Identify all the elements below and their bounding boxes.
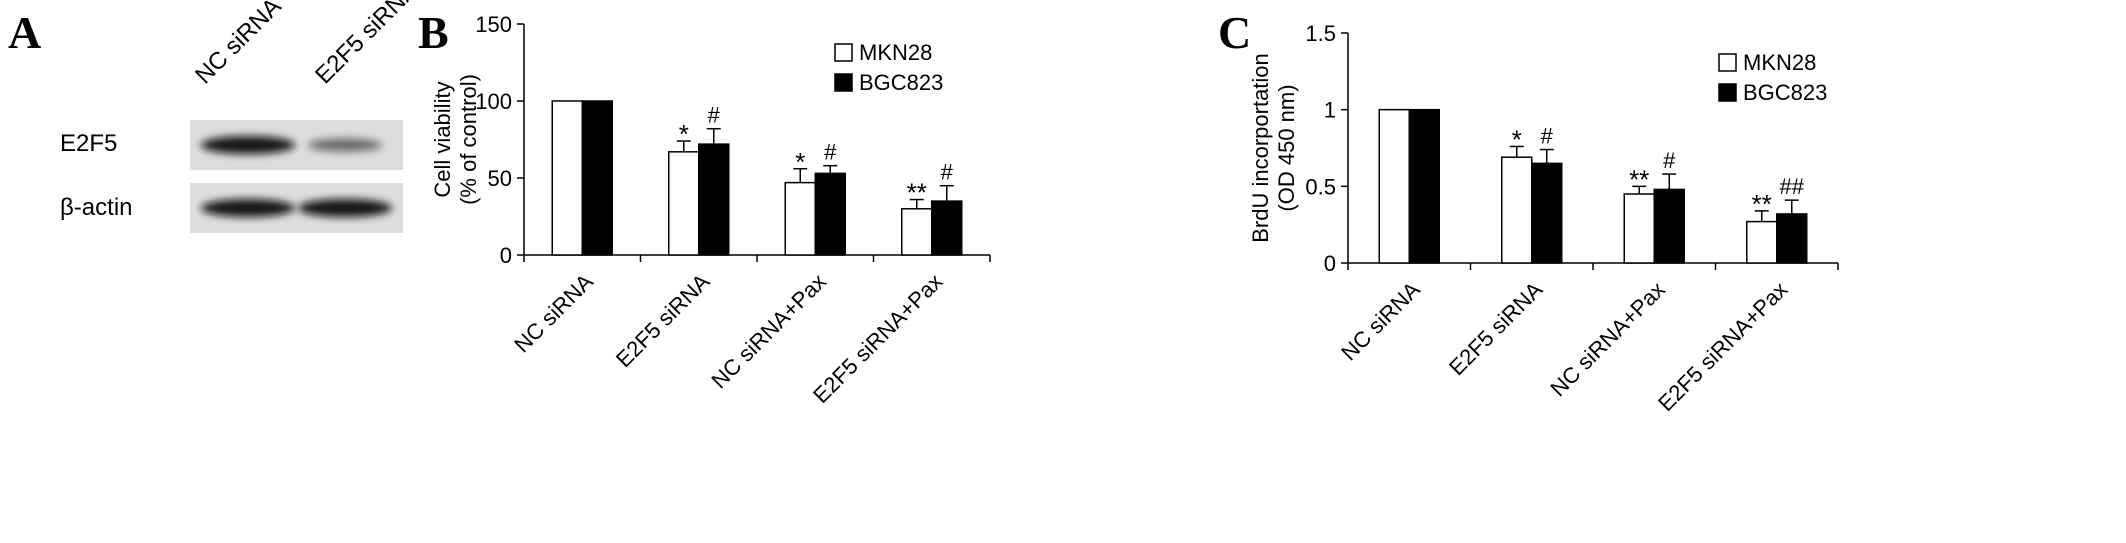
bar-BGC823-2	[1653, 188, 1685, 264]
band-1-1	[298, 199, 392, 217]
sig-mark-MKN28-1: *	[679, 119, 689, 149]
sig-mark-BGC823-2: #	[1663, 148, 1676, 173]
band-0-0	[201, 136, 295, 154]
bar-MKN28-2	[1623, 193, 1655, 264]
y-tick-label-0: 0	[500, 243, 512, 268]
y-axis-label-unit: (OD 450 nm)	[1274, 84, 1299, 211]
bar-BGC823-0	[581, 100, 613, 256]
western-blot-panel: NC siRNA E2F5 siRNA E2F5 β-actin	[0, 0, 440, 260]
x-tick-label-0: NC siRNA	[509, 269, 598, 358]
sig-mark-MKN28-3: **	[1752, 189, 1772, 219]
y-axis-label-unit: (% of control)	[456, 74, 481, 205]
bar-MKN28-1	[1501, 156, 1533, 264]
panel-letter-a: A	[8, 7, 42, 58]
legend-swatch-MKN28	[1718, 53, 1737, 72]
x-tick-label-0: NC siRNA	[1336, 277, 1425, 366]
y-tick-label-1: 50	[488, 166, 512, 191]
x-tick-label-1: E2F5 siRNA	[611, 269, 714, 372]
bar-BGC823-3	[931, 200, 963, 256]
sig-mark-BGC823-3: ##	[1780, 174, 1805, 199]
band-1-0	[201, 199, 295, 217]
y-tick-label-2: 100	[475, 89, 512, 114]
sig-mark-BGC823-1: #	[708, 103, 721, 128]
sig-mark-BGC823-2: #	[824, 140, 837, 165]
blot-image	[190, 120, 403, 233]
legend-label-BGC823: BGC823	[1743, 80, 1827, 105]
bar-MKN28-0	[551, 100, 583, 256]
bar-BGC823-3	[1776, 213, 1808, 264]
bar-BGC823-1	[1531, 162, 1563, 264]
bar-BGC823-1	[698, 143, 730, 256]
y-axis-label: Cell viability	[430, 81, 455, 197]
x-tick-label-2: NC siRNA+Pax	[706, 269, 830, 393]
x-tick-label-3: E2F5 siRNA+Pax	[1653, 277, 1792, 416]
sig-mark-MKN28-3: **	[907, 178, 927, 208]
legend-label-MKN28: MKN28	[859, 40, 932, 65]
legend-label-MKN28: MKN28	[1743, 50, 1816, 75]
bar-BGC823-2	[814, 172, 846, 256]
row-label-actin: β-actin	[60, 194, 133, 221]
y-tick-label-1: 0.5	[1305, 174, 1336, 199]
sig-mark-MKN28-2: **	[1629, 164, 1649, 194]
row-label-e2f5: E2F5	[60, 130, 118, 157]
bar-MKN28-1	[668, 151, 700, 256]
y-axis-label: BrdU incorportation	[1248, 53, 1273, 243]
legend-swatch-BGC823	[834, 73, 853, 92]
legend-label-BGC823: BGC823	[859, 70, 943, 95]
x-tick-label-3: E2F5 siRNA+Pax	[808, 269, 947, 408]
bar-MKN28-0	[1378, 108, 1410, 264]
x-tick-label-1: E2F5 siRNA	[1444, 277, 1547, 380]
sig-mark-MKN28-1: *	[1512, 124, 1522, 154]
y-tick-label-0: 0	[1324, 251, 1336, 276]
legend-swatch-BGC823	[1718, 83, 1737, 102]
panel-letter-c: C	[1218, 7, 1252, 58]
bar-MKN28-3	[1746, 220, 1778, 264]
panel-letter-b: B	[418, 7, 449, 58]
y-tick-label-3: 150	[475, 12, 512, 37]
band-0-1	[308, 138, 382, 152]
sig-mark-BGC823-1: #	[1541, 124, 1554, 149]
bar-BGC823-0	[1408, 108, 1440, 264]
bar-MKN28-3	[901, 208, 933, 256]
x-tick-label-2: NC siRNA+Pax	[1545, 277, 1669, 401]
y-tick-label-3: 1.5	[1305, 21, 1336, 46]
sig-mark-BGC823-3: #	[941, 160, 954, 185]
bar-MKN28-2	[784, 181, 816, 256]
legend-swatch-MKN28	[834, 43, 853, 62]
y-tick-label-2: 1	[1324, 98, 1336, 123]
sig-mark-MKN28-2: *	[795, 147, 805, 177]
